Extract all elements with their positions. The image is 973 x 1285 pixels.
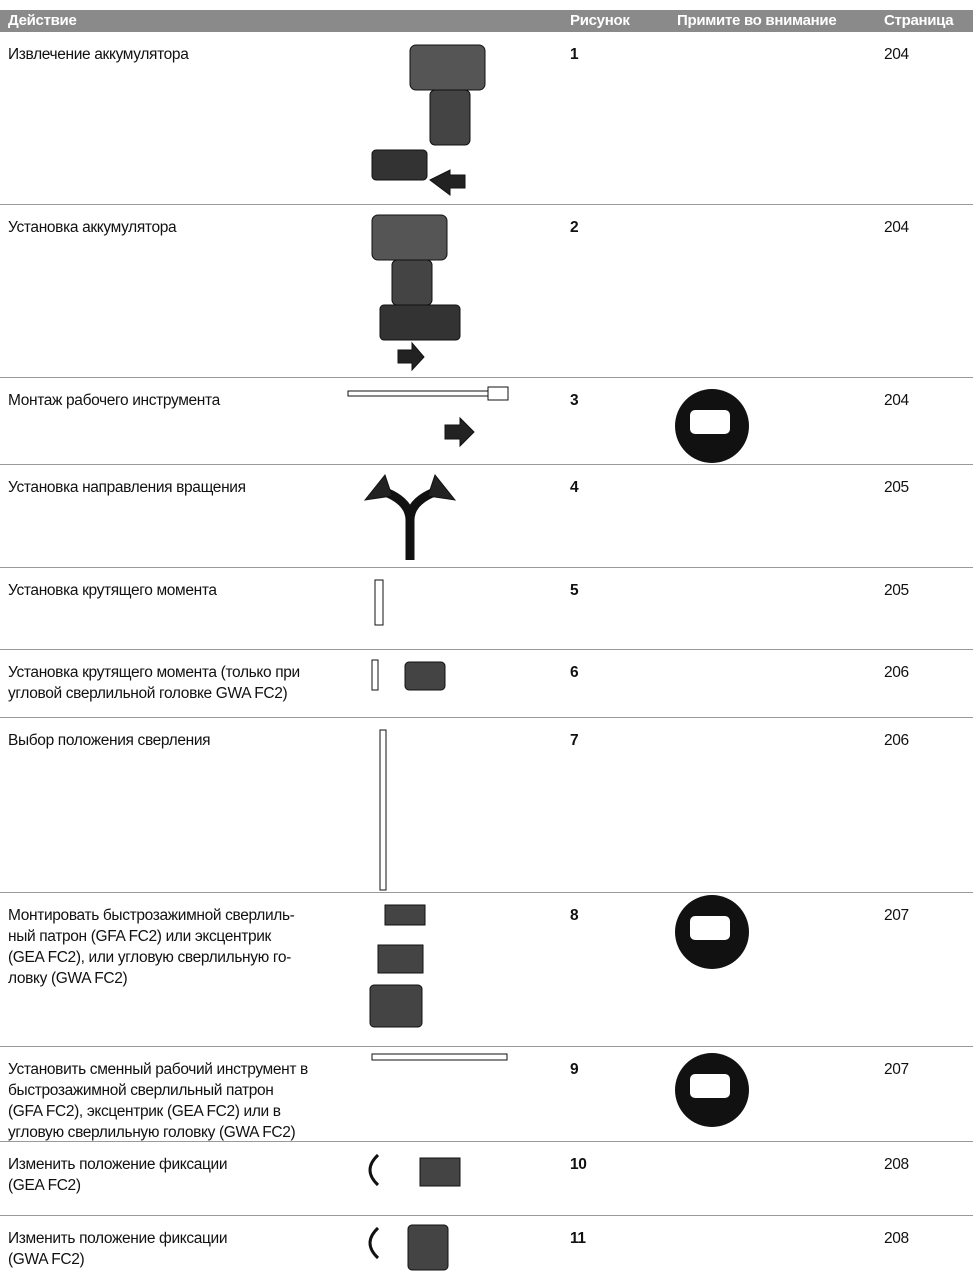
action-text: Выбор положения сверления — [8, 732, 211, 749]
action-text: ный патрон (GFA FC2) или эксцентрик — [8, 928, 271, 945]
figure-number: 2 — [570, 219, 579, 236]
page-number: 204 — [884, 392, 909, 409]
action-text: ловку (GWA FC2) — [8, 970, 128, 987]
action-text: (GFA FC2), эксцентрик (GEA FC2) или в — [8, 1103, 281, 1120]
page-number: 205 — [884, 582, 909, 599]
figure-number: 1 — [570, 46, 579, 63]
action-text: Монтировать быстрозажимной сверлиль- — [8, 907, 295, 924]
row-separator — [0, 377, 973, 378]
figure-number: 7 — [570, 732, 579, 749]
header-cell: Рисунок — [570, 12, 630, 29]
figure-number: 4 — [570, 479, 579, 496]
row-separator — [0, 204, 973, 205]
figure-number: 5 — [570, 582, 579, 599]
page-number: 205 — [884, 479, 909, 496]
figure-number: 8 — [570, 907, 579, 924]
action-text: Изменить положение фиксации — [8, 1230, 228, 1247]
tool-drawings — [347, 44, 509, 1271]
action-text: Установка крутящего момента (только при — [8, 664, 300, 681]
action-text: (GEA FC2) — [8, 1177, 81, 1194]
page-number: 204 — [884, 219, 909, 236]
action-text: Монтаж рабочего инструмента — [8, 392, 220, 409]
figure-number: 6 — [570, 664, 579, 681]
page-number: 207 — [884, 1061, 909, 1078]
action-text: Изменить положение фиксации — [8, 1156, 228, 1173]
action-text: угловой сверлильной головке GWA FC2) — [8, 685, 288, 702]
row-separator — [0, 1141, 973, 1142]
action-text: Установить сменный рабочий инструмент в — [8, 1061, 308, 1078]
page-number: 206 — [884, 732, 909, 749]
figure-number: 11 — [570, 1230, 586, 1247]
action-text: угловую сверлильную головку (GWA FC2) — [8, 1124, 296, 1141]
page-number: 208 — [884, 1230, 909, 1247]
table-header — [0, 10, 973, 32]
page-number: 204 — [884, 46, 909, 63]
row-separator — [0, 1046, 973, 1047]
row-separator — [0, 649, 973, 650]
figure-number: 10 — [570, 1156, 587, 1173]
action-text: быстрозажимной сверлильный патрон — [8, 1082, 274, 1099]
page-number: 208 — [884, 1156, 909, 1173]
header-cell: Действие — [8, 12, 77, 29]
row-separator — [0, 1215, 973, 1216]
action-text: Установка направления вращения — [8, 479, 246, 496]
row-separator — [0, 717, 973, 718]
row-separator — [0, 464, 973, 465]
action-text: (GWA FC2) — [8, 1251, 85, 1268]
figure-number: 3 — [570, 392, 579, 409]
action-text: Установка крутящего момента — [8, 582, 217, 599]
notice-icons — [675, 389, 749, 1127]
page-number: 206 — [884, 664, 909, 681]
page-number: 207 — [884, 907, 909, 924]
action-text: Установка аккумулятора — [8, 219, 177, 236]
figure-number: 9 — [570, 1061, 579, 1078]
header-cell: Примите во внимание — [677, 12, 837, 29]
row-separator — [0, 892, 973, 893]
header-cell: Страница — [884, 12, 954, 29]
row-separator — [0, 567, 973, 568]
action-text: Извлечение аккумулятора — [8, 46, 189, 63]
action-text: (GEA FC2), или угловую сверлильную го- — [8, 949, 291, 966]
